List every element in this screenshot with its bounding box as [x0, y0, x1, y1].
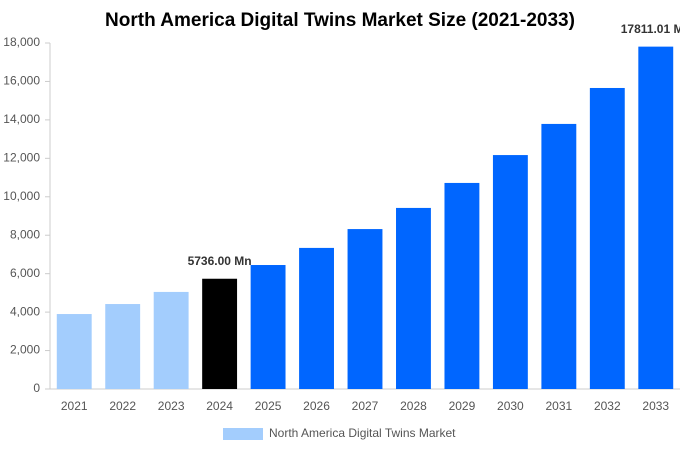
bar — [153, 291, 189, 389]
x-tick-label: 2030 — [497, 399, 524, 413]
data-label: 5736.00 Mn — [188, 254, 252, 268]
bar — [299, 247, 334, 389]
x-tick-label: 2021 — [61, 399, 88, 413]
bar — [492, 155, 528, 389]
bar — [56, 314, 92, 389]
x-tick-label: 2028 — [400, 399, 427, 413]
y-tick-label: 16,000 — [3, 74, 40, 88]
x-tick-label: 2026 — [303, 399, 330, 413]
x-tick-label: 2027 — [352, 399, 379, 413]
x-tick-label: 2032 — [594, 399, 621, 413]
x-tick-label: 2023 — [158, 399, 185, 413]
x-tick-label: 2025 — [255, 399, 282, 413]
y-tick-label: 12,000 — [3, 151, 40, 165]
bar — [444, 182, 480, 389]
bar — [347, 229, 383, 389]
x-tick-label: 2022 — [109, 399, 136, 413]
y-tick-label: 6,000 — [10, 266, 40, 280]
y-tick-label: 2,000 — [10, 343, 40, 357]
bar — [589, 87, 625, 389]
x-tick-label: 2029 — [449, 399, 476, 413]
bar — [396, 207, 431, 389]
chart-title: North America Digital Twins Market Size … — [105, 10, 575, 31]
bar — [541, 123, 577, 390]
y-tick-label: 10,000 — [3, 189, 40, 203]
legend-label: North America Digital Twins Market — [269, 426, 456, 440]
x-tick-label: 2033 — [642, 399, 669, 413]
y-tick-label: 4,000 — [10, 304, 40, 318]
y-tick-label: 18,000 — [3, 35, 40, 49]
y-tick-label: 8,000 — [10, 227, 40, 241]
legend-swatch — [223, 428, 263, 440]
x-tick-label: 2031 — [545, 399, 572, 413]
bar — [638, 46, 674, 389]
x-tick-label: 2024 — [206, 399, 233, 413]
bar — [105, 304, 141, 389]
bar — [202, 278, 238, 389]
y-tick-label: 14,000 — [3, 112, 40, 126]
data-label: 17811.01 Mn — [621, 22, 680, 36]
y-tick-label: 0 — [33, 381, 40, 395]
bar — [250, 265, 286, 389]
